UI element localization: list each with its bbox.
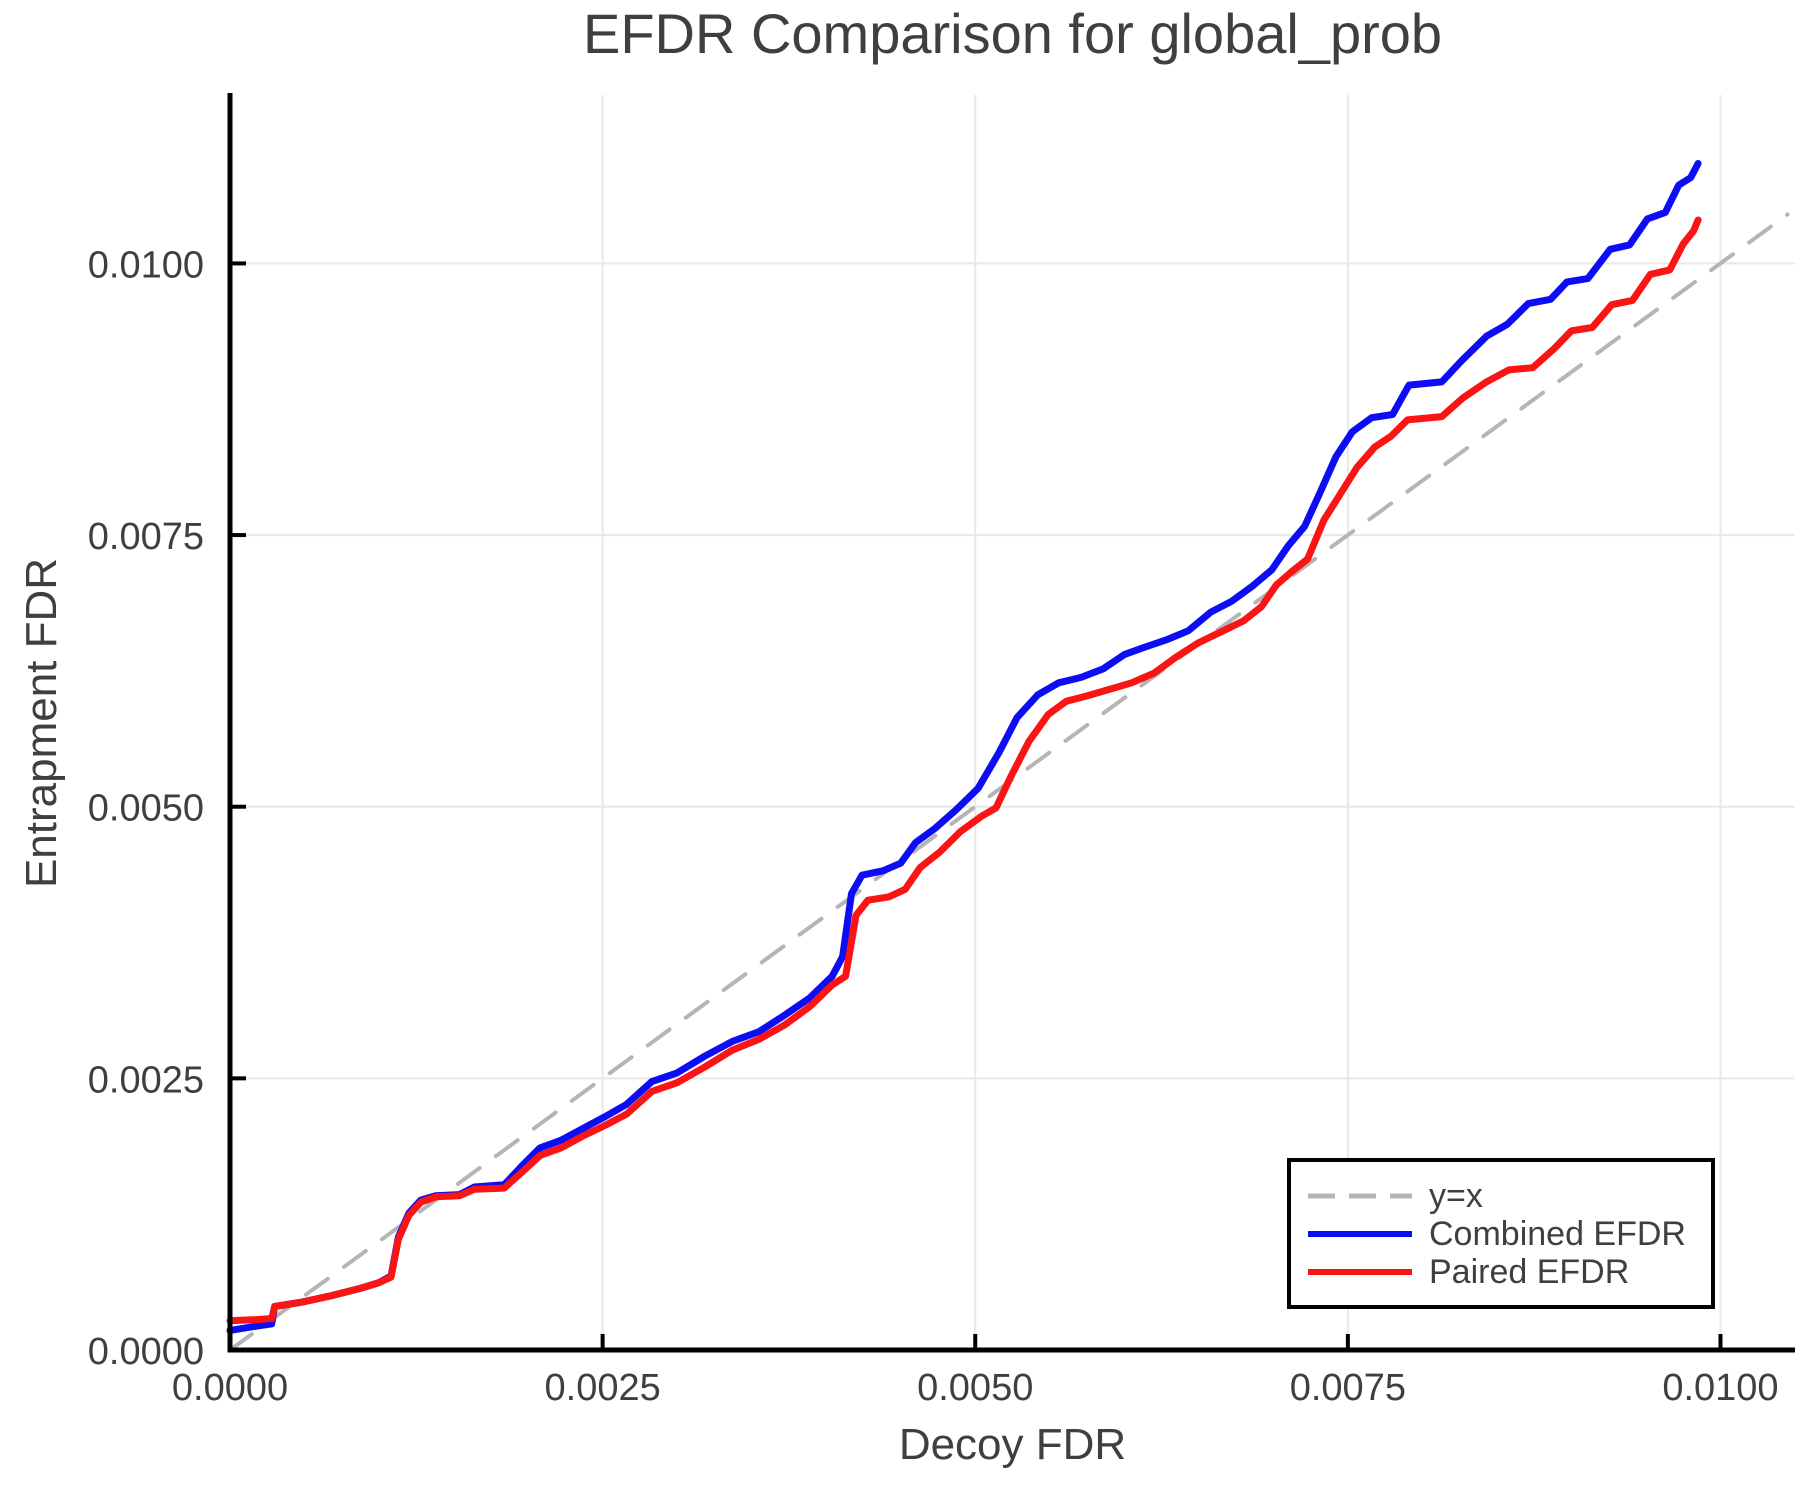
legend-blue-line-swatch bbox=[1306, 1228, 1414, 1240]
y-tick-label: 0.0075 bbox=[88, 516, 204, 558]
tick-marks bbox=[228, 261, 1723, 1352]
legend-item-combined-efdr: Combined EFDR bbox=[1306, 1215, 1711, 1253]
x-tick-label: 0.0025 bbox=[545, 1367, 661, 1409]
chart-title: EFDR Comparison for global_prob bbox=[582, 2, 1443, 65]
axes-spines bbox=[227, 93, 1795, 1353]
legend-item-y-equals-x: y=x bbox=[1306, 1177, 1711, 1215]
legend: y=x Combined EFDR Paired EFDR bbox=[1287, 1158, 1715, 1309]
y-tick-labels: 0.0000 0.0025 0.0050 0.0075 0.0100 bbox=[88, 244, 204, 1373]
x-tick-label: 0.0000 bbox=[172, 1367, 288, 1409]
y-tick-label: 0.0000 bbox=[88, 1331, 204, 1373]
paired-efdr-line bbox=[226, 216, 1702, 1325]
y-tick-label: 0.0100 bbox=[88, 244, 204, 286]
x-tick-label: 0.0075 bbox=[1290, 1367, 1406, 1409]
legend-red-line-swatch bbox=[1306, 1266, 1414, 1278]
legend-item-paired-efdr: Paired EFDR bbox=[1306, 1253, 1711, 1291]
legend-label: Paired EFDR bbox=[1429, 1253, 1630, 1291]
x-tick-label: 0.0050 bbox=[917, 1367, 1033, 1409]
legend-dashed-line-swatch bbox=[1306, 1190, 1414, 1202]
combined-efdr-line bbox=[226, 160, 1702, 1334]
legend-label: y=x bbox=[1429, 1177, 1483, 1215]
x-tick-labels: 0.0000 0.0025 0.0050 0.0075 0.0100 bbox=[172, 1367, 1779, 1409]
x-tick-label: 0.0100 bbox=[1662, 1367, 1778, 1409]
x-axis-label: Decoy FDR bbox=[898, 1420, 1127, 1469]
y-tick-label: 0.0025 bbox=[88, 1059, 204, 1101]
y-tick-label: 0.0050 bbox=[88, 788, 204, 830]
legend-label: Combined EFDR bbox=[1429, 1215, 1686, 1253]
